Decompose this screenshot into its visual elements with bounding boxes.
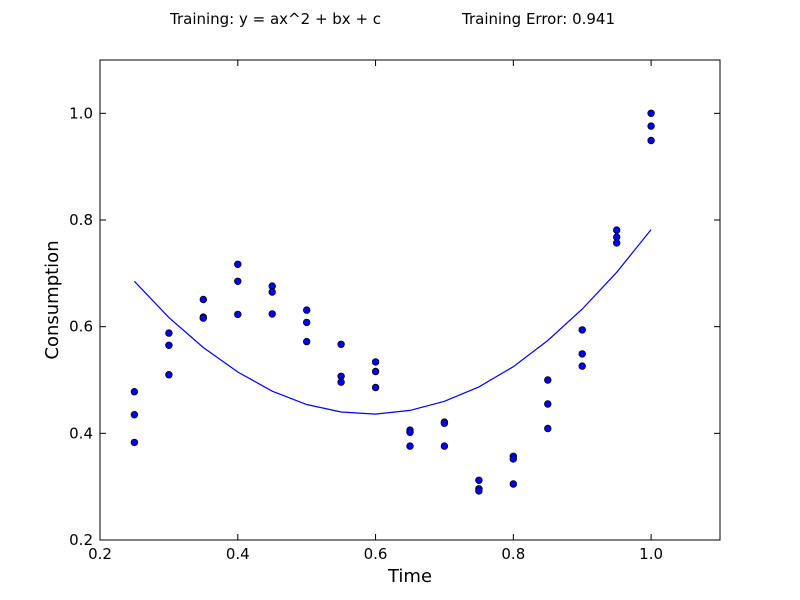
x-tick-label: 0.8 bbox=[501, 545, 525, 563]
data-point bbox=[647, 122, 655, 130]
data-point bbox=[268, 288, 276, 296]
data-point bbox=[613, 226, 621, 234]
data-point bbox=[578, 350, 586, 358]
data-point bbox=[337, 378, 345, 386]
fit-line bbox=[133, 229, 652, 415]
x-tick-label: 1.0 bbox=[639, 545, 663, 563]
axis-ticks: 0.2 0.4 0.6 0.8 1.0 0.2 0.4 0.6 0.8 1.0 bbox=[69, 60, 720, 563]
data-point bbox=[544, 424, 552, 433]
data-point bbox=[440, 442, 449, 450]
data-point bbox=[303, 337, 311, 346]
data-point bbox=[234, 260, 242, 268]
data-point bbox=[544, 400, 552, 408]
data-point bbox=[475, 476, 483, 484]
plot-frame bbox=[99, 59, 721, 541]
x-tick-label: 0.4 bbox=[226, 545, 250, 563]
data-point bbox=[578, 362, 586, 370]
y-tick-label: 0.4 bbox=[69, 424, 93, 442]
y-tick-label: 0.8 bbox=[69, 211, 93, 229]
plot-area bbox=[130, 109, 655, 495]
data-point bbox=[337, 340, 345, 348]
data-point bbox=[647, 109, 655, 117]
x-axis-label: Time bbox=[387, 566, 432, 587]
y-tick-label: 0.6 bbox=[69, 318, 93, 336]
data-point bbox=[234, 310, 242, 319]
data-point bbox=[647, 136, 655, 145]
data-point bbox=[130, 438, 139, 447]
data-point bbox=[130, 388, 139, 396]
data-point bbox=[371, 367, 380, 376]
data-point bbox=[475, 487, 483, 495]
data-point bbox=[130, 411, 139, 419]
data-point bbox=[371, 358, 380, 366]
x-tick-label: 0.6 bbox=[364, 545, 388, 563]
y-axis-label: Consumption bbox=[42, 240, 63, 359]
data-point bbox=[509, 480, 517, 488]
data-point bbox=[268, 310, 276, 318]
y-tick-label: 1.0 bbox=[69, 104, 93, 122]
data-point bbox=[578, 326, 586, 334]
data-point bbox=[406, 428, 414, 436]
chart-title-right: Training Error: 0.941 bbox=[461, 10, 615, 28]
data-point bbox=[199, 314, 207, 322]
data-point bbox=[303, 318, 311, 327]
data-point bbox=[440, 419, 449, 427]
data-point bbox=[509, 455, 517, 463]
data-point bbox=[165, 329, 173, 337]
data-point bbox=[406, 442, 414, 450]
data-point bbox=[303, 306, 311, 314]
y-tick-label: 0.2 bbox=[69, 531, 93, 549]
data-point bbox=[165, 341, 173, 349]
chart-title-left: Training: y = ax^2 + bx + c bbox=[169, 10, 381, 28]
data-point bbox=[371, 383, 380, 392]
x-tick-label: 0.2 bbox=[88, 545, 112, 563]
data-point bbox=[544, 376, 552, 384]
data-point bbox=[613, 239, 621, 247]
data-point bbox=[165, 371, 173, 379]
data-point bbox=[234, 277, 242, 285]
data-point bbox=[199, 295, 207, 304]
